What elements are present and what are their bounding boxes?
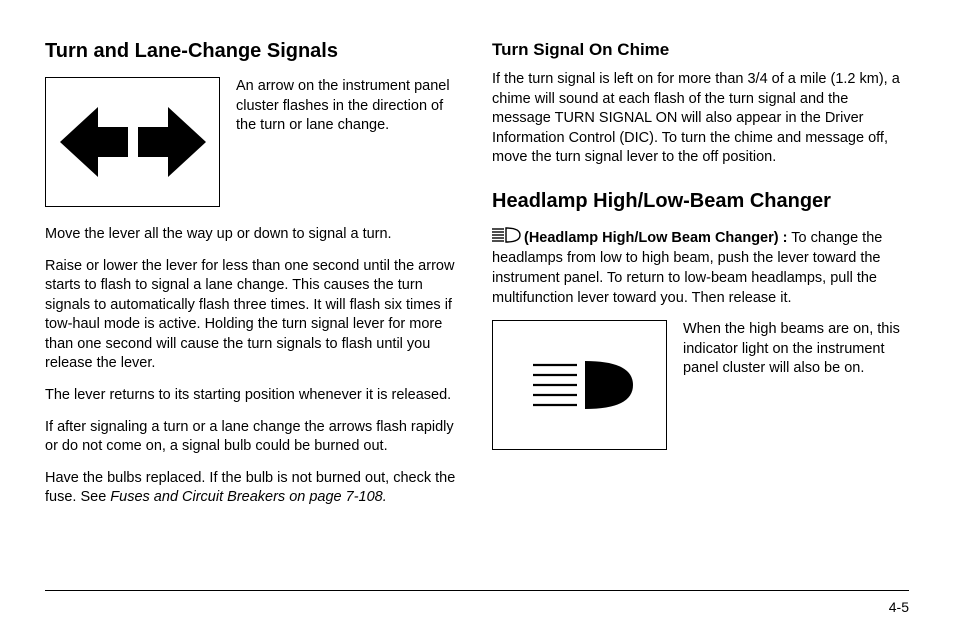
turn-signals-figure bbox=[45, 77, 220, 207]
icon-label: (Headlamp High/Low Beam Changer) : bbox=[524, 230, 787, 246]
paragraph: If the turn signal is left on for more t… bbox=[492, 70, 909, 168]
highbeam-inline-icon bbox=[492, 227, 522, 250]
highbeam-figure bbox=[492, 320, 667, 450]
highbeam-figure-row: When the high beams are on, this indicat… bbox=[492, 320, 909, 450]
paragraph: Have the bulbs replaced. If the bulb is … bbox=[45, 469, 462, 508]
page-footer: 4-5 bbox=[45, 590, 909, 615]
paragraph: The lever returns to its starting positi… bbox=[45, 386, 462, 406]
chime-subheading: Turn Signal On Chime bbox=[492, 40, 909, 60]
right-column: Turn Signal On Chime If the turn signal … bbox=[492, 40, 909, 580]
turn-signals-heading: Turn and Lane-Change Signals bbox=[45, 40, 462, 63]
paragraph: Raise or lower the lever for less than o… bbox=[45, 257, 462, 374]
turn-signals-figure-caption: An arrow on the instrument panel cluster… bbox=[236, 77, 462, 207]
left-column: Turn and Lane-Change Signals An arrow on… bbox=[45, 40, 462, 580]
highbeam-figure-caption: When the high beams are on, this indicat… bbox=[683, 320, 909, 450]
paragraph: Move the lever all the way up or down to… bbox=[45, 225, 462, 245]
page-columns: Turn and Lane-Change Signals An arrow on… bbox=[45, 40, 909, 580]
paragraph: (Headlamp High/Low Beam Changer) : To ch… bbox=[492, 227, 909, 308]
turn-arrows-icon bbox=[58, 102, 208, 182]
cross-reference: Fuses and Circuit Breakers on page 7-108… bbox=[110, 489, 386, 505]
paragraph: If after signaling a turn or a lane chan… bbox=[45, 418, 462, 457]
turn-signals-figure-row: An arrow on the instrument panel cluster… bbox=[45, 77, 462, 207]
page-number: 4-5 bbox=[889, 599, 909, 615]
headlamp-heading: Headlamp High/Low-Beam Changer bbox=[492, 190, 909, 213]
highbeam-icon bbox=[515, 345, 645, 425]
